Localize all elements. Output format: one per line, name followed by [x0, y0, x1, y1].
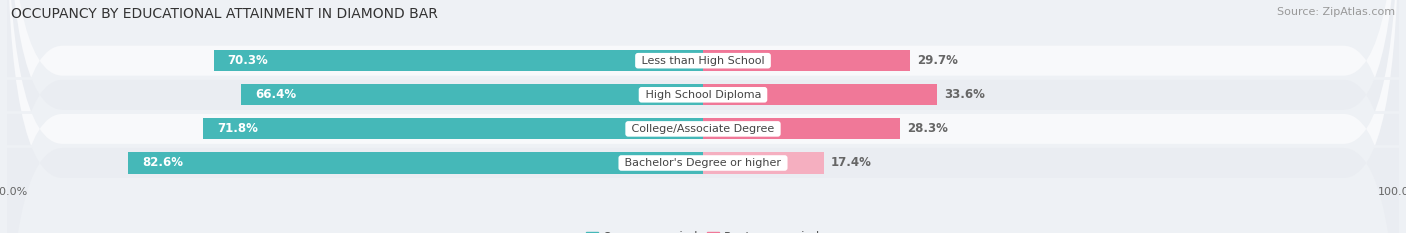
Text: 82.6%: 82.6%: [142, 157, 183, 169]
Text: 71.8%: 71.8%: [217, 122, 259, 135]
Text: Source: ZipAtlas.com: Source: ZipAtlas.com: [1277, 7, 1395, 17]
Text: 70.3%: 70.3%: [228, 54, 269, 67]
FancyBboxPatch shape: [7, 0, 1399, 233]
Text: 28.3%: 28.3%: [907, 122, 948, 135]
Bar: [214, 50, 703, 71]
Text: 29.7%: 29.7%: [917, 54, 957, 67]
Bar: [240, 84, 703, 105]
Text: 66.4%: 66.4%: [254, 88, 295, 101]
Text: Bachelor's Degree or higher: Bachelor's Degree or higher: [621, 158, 785, 168]
Bar: [128, 152, 703, 174]
Bar: [703, 50, 910, 71]
Bar: [204, 118, 703, 140]
Text: High School Diploma: High School Diploma: [641, 90, 765, 100]
Text: OCCUPANCY BY EDUCATIONAL ATTAINMENT IN DIAMOND BAR: OCCUPANCY BY EDUCATIONAL ATTAINMENT IN D…: [11, 7, 439, 21]
Text: 17.4%: 17.4%: [831, 157, 872, 169]
FancyBboxPatch shape: [7, 0, 1399, 233]
Text: College/Associate Degree: College/Associate Degree: [628, 124, 778, 134]
Legend: Owner-occupied, Renter-occupied: Owner-occupied, Renter-occupied: [581, 226, 825, 233]
FancyBboxPatch shape: [7, 0, 1399, 233]
Text: Less than High School: Less than High School: [638, 56, 768, 66]
Bar: [703, 118, 900, 140]
Bar: [703, 152, 824, 174]
Text: 33.6%: 33.6%: [943, 88, 984, 101]
FancyBboxPatch shape: [7, 0, 1399, 233]
Bar: [703, 84, 936, 105]
